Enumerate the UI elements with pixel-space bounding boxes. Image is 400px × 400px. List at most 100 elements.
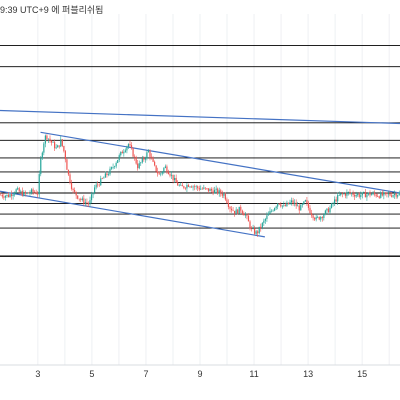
grid-layer (0, 14, 400, 366)
candle-body (286, 202, 288, 207)
candle-body (124, 150, 126, 152)
candle-body (390, 195, 393, 197)
candle-body (43, 143, 45, 153)
candle-body (241, 210, 243, 214)
candle-body (118, 155, 120, 160)
candle-body (221, 193, 223, 196)
candle-body (132, 148, 134, 157)
candle-body (57, 145, 59, 148)
candle-body (243, 213, 245, 216)
candle-body (144, 158, 146, 160)
candle-body (92, 192, 94, 195)
candle-body (321, 216, 323, 219)
candle-body (267, 213, 270, 216)
candle-body (363, 192, 365, 193)
candle-body (320, 216, 322, 220)
candle-body (395, 193, 397, 197)
candle-body (358, 194, 360, 197)
candle-body (164, 166, 166, 168)
candle-body (323, 214, 325, 219)
candle-body (204, 187, 206, 189)
candle-body (30, 189, 33, 193)
candle-body (289, 202, 291, 205)
candle-body (223, 194, 225, 196)
candle-body (378, 196, 380, 198)
candle-body (212, 190, 214, 194)
candle-body (104, 173, 106, 178)
candle-body (257, 231, 259, 234)
candle-body (109, 168, 111, 175)
candle-body (169, 174, 171, 176)
candle-body (120, 151, 122, 156)
candle-body (232, 210, 234, 211)
candle-body (247, 215, 250, 222)
candle-body (18, 188, 20, 192)
trendline (40, 131, 400, 194)
candle-body (230, 208, 233, 211)
candle-body (52, 142, 54, 143)
candle-body (307, 202, 310, 208)
candle-body (201, 188, 203, 190)
candle-body (327, 208, 330, 213)
candle-body (301, 204, 303, 206)
candle-body (172, 174, 174, 181)
candle-body (38, 174, 40, 195)
candle-body (63, 146, 65, 152)
candle-body (54, 142, 56, 149)
candle-body (50, 140, 53, 143)
candle-body (107, 174, 110, 176)
trendlines-layer (0, 109, 400, 238)
candle-body (74, 190, 76, 192)
candle-body (292, 200, 294, 204)
candle-body (375, 194, 377, 197)
candle-body (55, 147, 57, 149)
candle-body (194, 186, 196, 188)
candle-body (383, 192, 385, 196)
x-tick-label: 7 (143, 369, 148, 379)
candle-body (27, 192, 30, 194)
candle-body (226, 199, 228, 203)
candle-body (97, 184, 99, 186)
candle-body (41, 152, 43, 159)
candle-body (283, 205, 285, 206)
candle-body (287, 202, 290, 205)
candle-body (90, 194, 93, 201)
candle-body (349, 191, 351, 194)
candle-body (34, 191, 36, 193)
candle-body (183, 186, 185, 188)
candle-body (334, 199, 336, 204)
candle-body (318, 216, 320, 220)
candle-body (180, 184, 182, 186)
candle-body (21, 191, 23, 196)
candle-body (135, 157, 137, 164)
candle-body (117, 159, 119, 163)
candle-body (112, 166, 114, 168)
candle-body (354, 195, 356, 197)
x-tick-label: 15 (357, 369, 367, 379)
candle-body (254, 228, 256, 234)
candle-body (269, 211, 271, 214)
candle-body (220, 190, 222, 194)
candle-body (227, 202, 230, 207)
candle-body (377, 196, 379, 197)
x-tick-label: 9 (197, 369, 202, 379)
candle-body (297, 205, 299, 207)
candle-body (224, 194, 226, 200)
candle-body (270, 210, 273, 212)
candle-body (255, 231, 257, 234)
candle-body (317, 216, 319, 218)
candle-body (147, 150, 150, 153)
candle-body (12, 194, 14, 196)
candle-body (367, 192, 370, 195)
candle-body (160, 173, 162, 175)
candle-body (200, 188, 202, 190)
candle-body (314, 218, 316, 220)
candle-body (244, 214, 246, 216)
candle-body (361, 192, 363, 196)
candle-body (84, 202, 86, 204)
candle-body (10, 194, 13, 196)
candle-body (75, 191, 77, 196)
candle-body (110, 167, 113, 169)
candle-body (341, 193, 343, 194)
candle-body (203, 187, 205, 189)
